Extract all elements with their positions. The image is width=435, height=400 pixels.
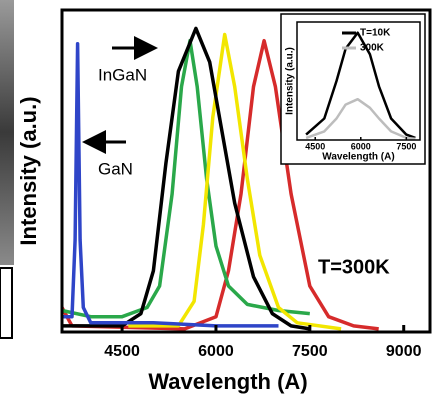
x-tick-label: 7500 [292, 343, 328, 360]
x-axis-label: Wavelength (A) [322, 152, 394, 163]
x-tick-label: 4500 [305, 141, 325, 151]
y-axis-label: Intensity (a.u.) [16, 96, 41, 245]
x-tick-label: 9000 [386, 343, 422, 360]
data-line [62, 41, 279, 328]
y-axis-label: Intensity (a.u.) [285, 47, 296, 115]
data-line [305, 97, 416, 141]
x-axis-label: Wavelength (A) [148, 369, 307, 394]
data-line [62, 26, 311, 331]
cropped-frame [0, 267, 13, 339]
annotation: GaN [98, 159, 133, 178]
plot-frame [60, 8, 432, 334]
legend-label: 300K [360, 43, 385, 54]
x-tick-label: 6000 [198, 343, 234, 360]
x-tick-label: 4500 [104, 343, 140, 360]
plot-frame [296, 21, 421, 141]
annotation: T=300K [318, 256, 390, 278]
data-line [60, 38, 379, 331]
legend-label: T=10K [360, 28, 391, 39]
main-plot: 4500 6000 7500 9000 Wavelength (A) Intensity … [16, 8, 432, 394]
data-line [305, 31, 416, 140]
data-line [128, 32, 342, 331]
cropped-photo [0, 0, 14, 265]
x-tick-label: 6000 [351, 141, 371, 151]
annotation: InGaN [98, 65, 147, 84]
x-tick-label: 7500 [396, 141, 416, 151]
